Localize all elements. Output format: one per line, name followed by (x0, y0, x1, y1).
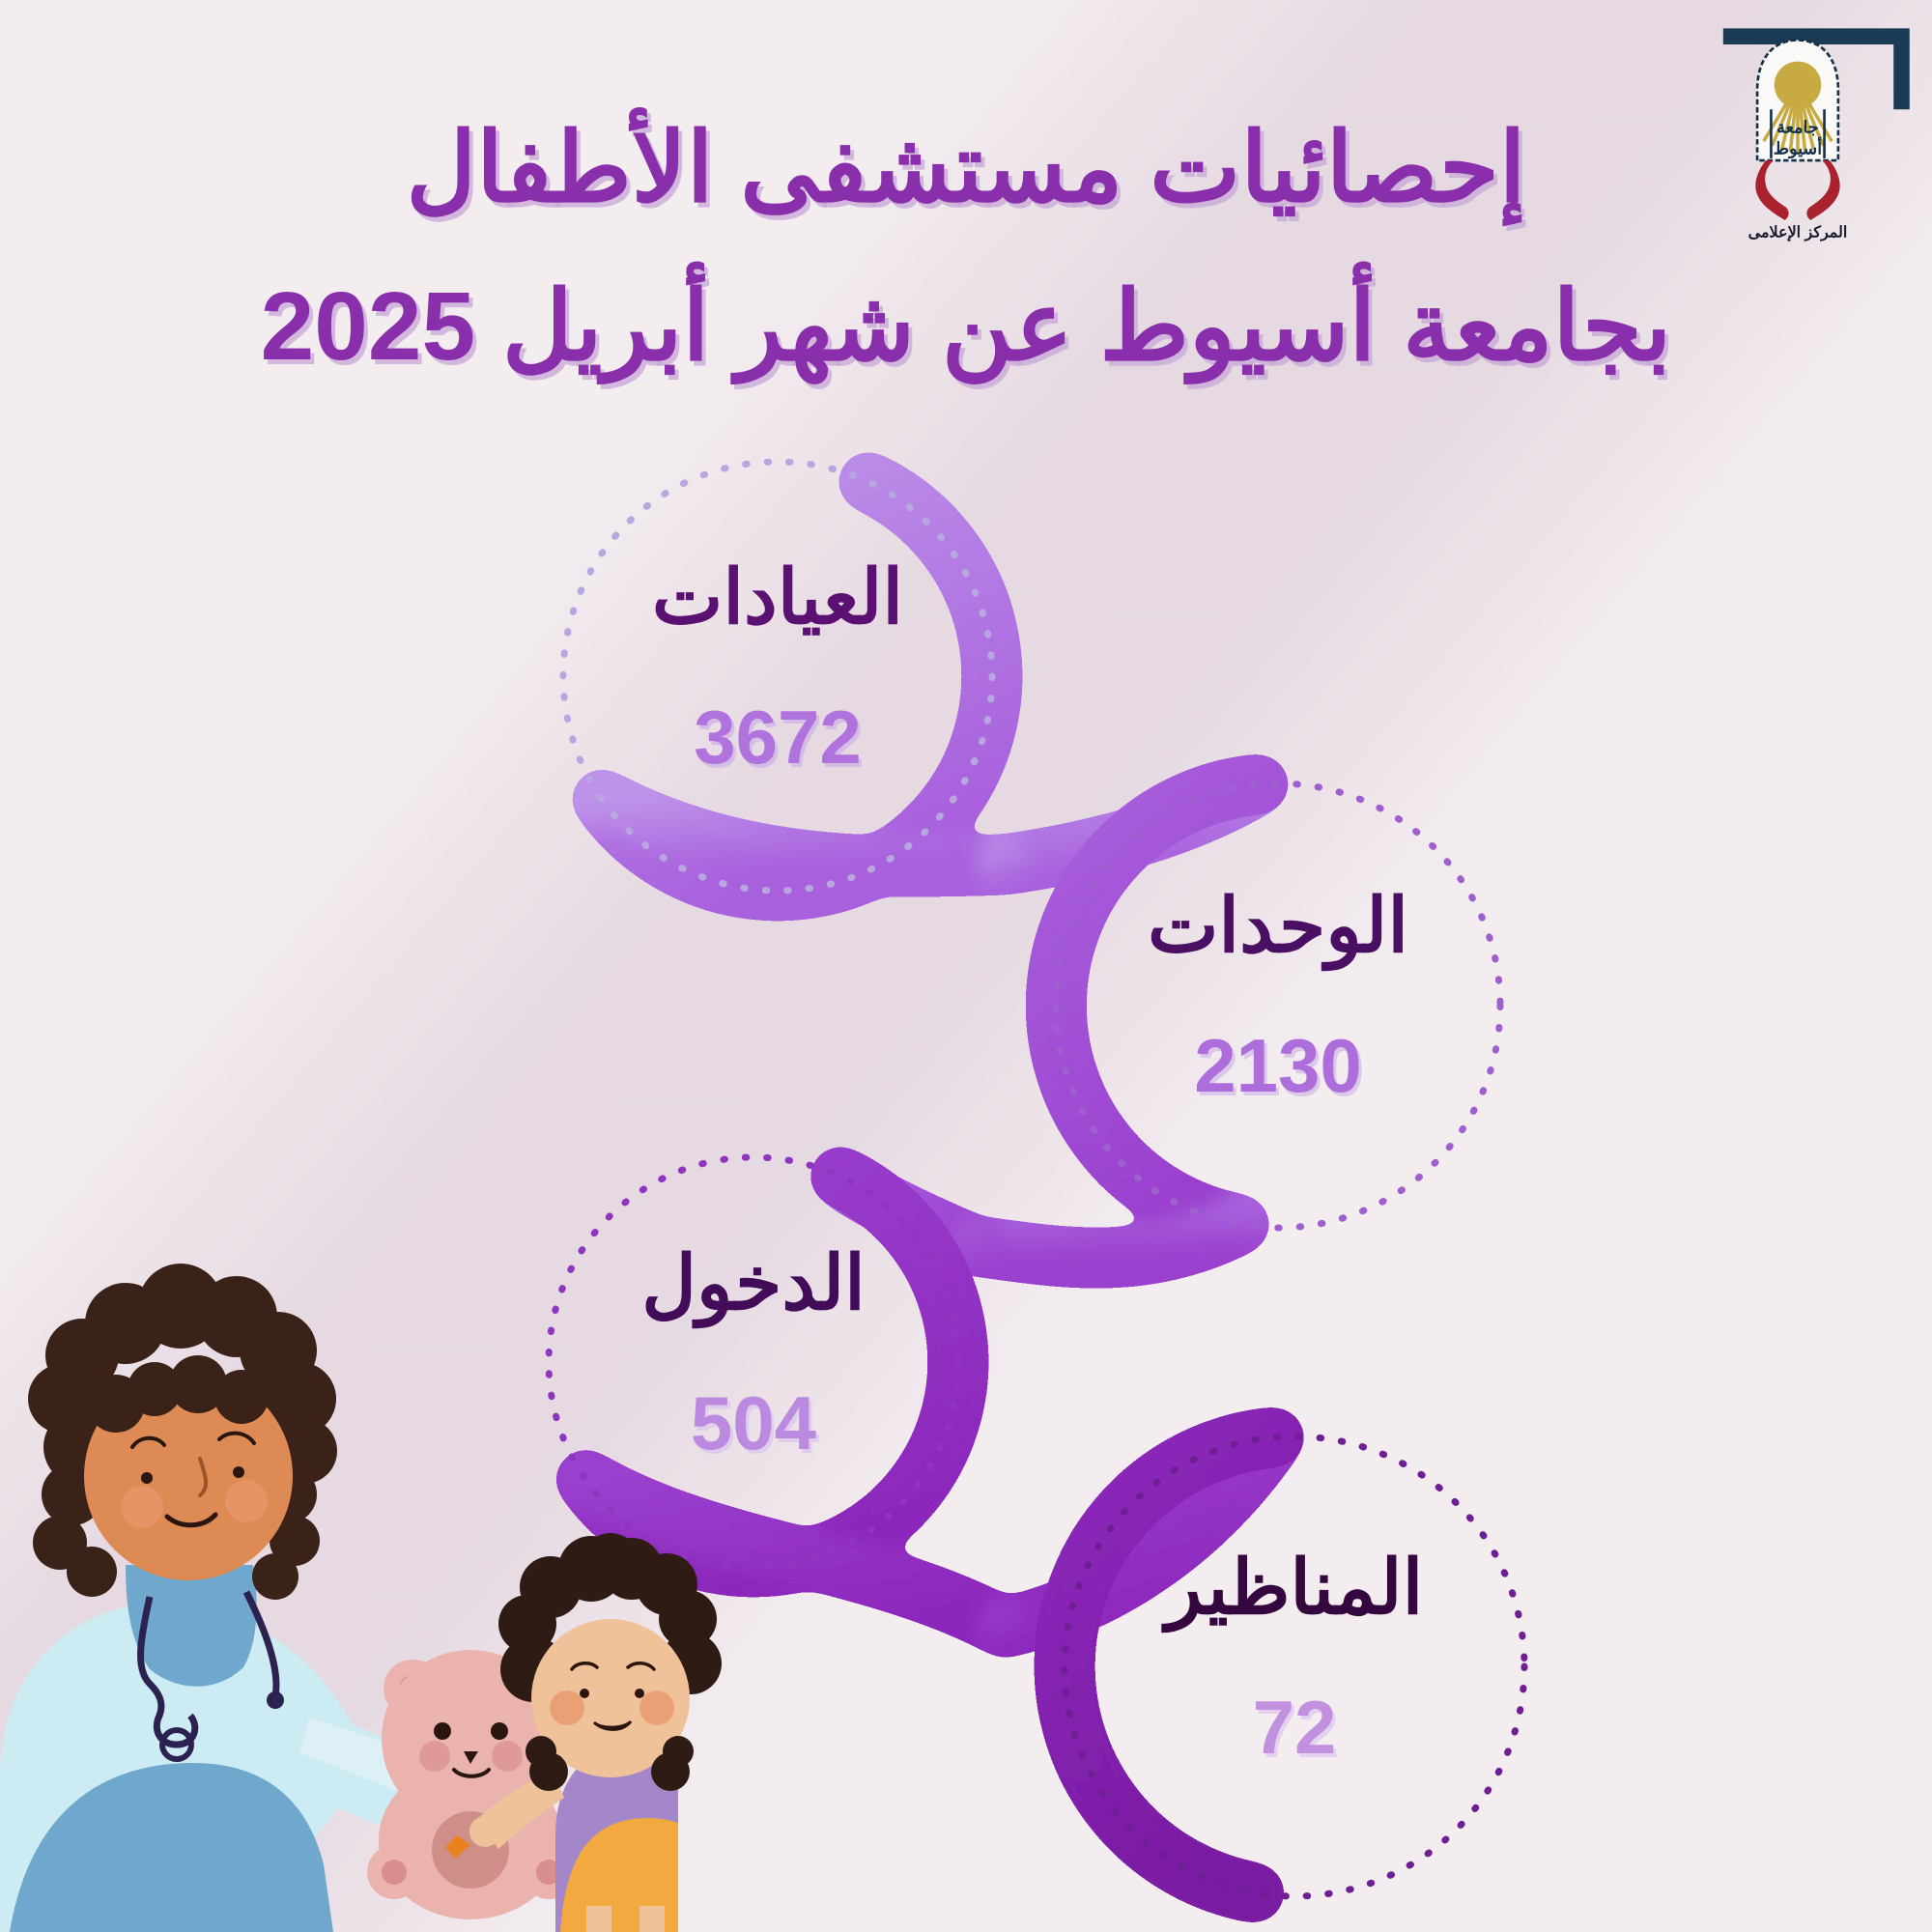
svg-text:2130: 2130 (1194, 1023, 1362, 1108)
svg-text:الوحدات: الوحدات (1148, 883, 1408, 972)
svg-text:3672: 3672 (694, 695, 862, 780)
svg-text:العيادات: العيادات (652, 554, 903, 639)
svg-text:المناظير: المناظير (1161, 1545, 1424, 1634)
svg-text:72: 72 (1253, 1685, 1337, 1770)
